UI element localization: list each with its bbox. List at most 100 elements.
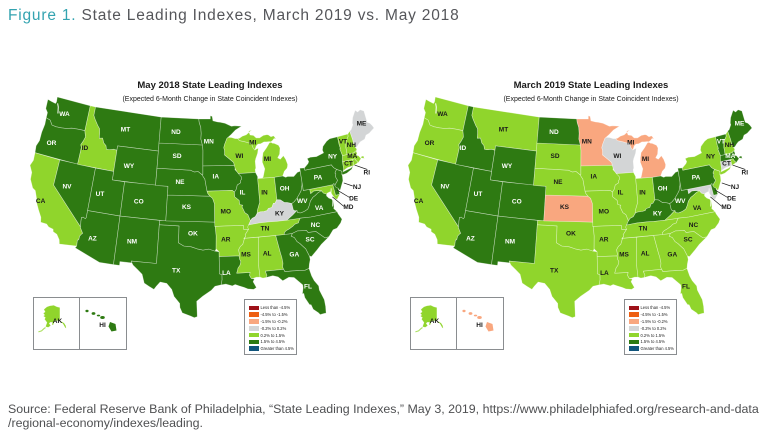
svg-text:DE: DE — [349, 195, 359, 202]
svg-text:VA: VA — [315, 205, 324, 212]
svg-text:LA: LA — [222, 270, 231, 277]
svg-text:WI: WI — [235, 153, 243, 160]
svg-text:OH: OH — [280, 186, 290, 193]
svg-text:MO: MO — [599, 209, 609, 216]
svg-text:VA: VA — [693, 205, 702, 212]
svg-text:MS: MS — [619, 251, 629, 258]
svg-text:IA: IA — [591, 174, 598, 181]
svg-text:MI: MI — [249, 139, 256, 146]
svg-text:RI: RI — [742, 170, 749, 177]
svg-text:ME: ME — [357, 121, 367, 128]
svg-text:NY: NY — [328, 153, 338, 160]
svg-text:AL: AL — [263, 250, 272, 257]
svg-text:MN: MN — [204, 138, 214, 145]
svg-text:OK: OK — [188, 231, 198, 238]
svg-text:NH: NH — [347, 142, 357, 149]
svg-text:TN: TN — [261, 226, 270, 233]
svg-text:KY: KY — [653, 211, 663, 218]
svg-text:AZ: AZ — [88, 235, 97, 242]
svg-text:IL: IL — [240, 190, 246, 197]
svg-text:OH: OH — [658, 186, 668, 193]
svg-text:VT: VT — [339, 139, 347, 146]
svg-text:SC: SC — [683, 237, 692, 244]
svg-text:ND: ND — [171, 129, 181, 136]
svg-text:NJ: NJ — [731, 184, 740, 191]
svg-text:IN: IN — [639, 190, 646, 197]
svg-text:NY: NY — [706, 153, 716, 160]
svg-text:CA: CA — [414, 198, 424, 205]
svg-text:SD: SD — [172, 153, 181, 160]
svg-text:WI: WI — [613, 153, 621, 160]
svg-text:OR: OR — [47, 140, 57, 147]
svg-text:AL: AL — [641, 250, 650, 257]
svg-text:VT: VT — [717, 139, 725, 146]
svg-text:CA: CA — [36, 198, 46, 205]
svg-text:MI: MI — [264, 156, 271, 163]
svg-text:WY: WY — [124, 163, 135, 170]
svg-text:MT: MT — [121, 127, 130, 134]
svg-text:HI: HI — [99, 322, 106, 329]
svg-text:KS: KS — [182, 204, 192, 211]
svg-text:RI: RI — [364, 170, 371, 177]
svg-text:CT: CT — [722, 161, 731, 168]
svg-text:MI: MI — [627, 139, 634, 146]
svg-text:NV: NV — [440, 184, 450, 191]
svg-text:AR: AR — [599, 236, 609, 243]
svg-text:NC: NC — [311, 222, 321, 229]
svg-text:CO: CO — [512, 199, 522, 206]
svg-text:WV: WV — [675, 198, 686, 205]
svg-text:WA: WA — [437, 111, 448, 118]
svg-text:ID: ID — [82, 145, 89, 152]
svg-text:OK: OK — [566, 231, 576, 238]
svg-text:MD: MD — [343, 204, 353, 211]
svg-text:FL: FL — [304, 284, 312, 291]
svg-text:NV: NV — [62, 184, 72, 191]
svg-text:SC: SC — [305, 237, 314, 244]
svg-text:TN: TN — [639, 226, 648, 233]
svg-text:NM: NM — [127, 238, 137, 245]
svg-text:MA: MA — [725, 153, 735, 160]
svg-text:PA: PA — [692, 175, 701, 182]
svg-text:HI: HI — [476, 322, 483, 329]
svg-text:DE: DE — [727, 195, 737, 202]
svg-text:IA: IA — [213, 174, 220, 181]
svg-text:LA: LA — [600, 270, 609, 277]
svg-text:AK: AK — [430, 318, 440, 325]
svg-text:GA: GA — [289, 251, 299, 258]
svg-text:MD: MD — [721, 204, 731, 211]
svg-text:MA: MA — [347, 153, 357, 160]
svg-text:ND: ND — [549, 129, 559, 136]
svg-text:ME: ME — [735, 121, 745, 128]
svg-text:WY: WY — [502, 163, 513, 170]
svg-text:NH: NH — [725, 142, 735, 149]
svg-text:AK: AK — [53, 318, 63, 325]
svg-text:SD: SD — [550, 153, 559, 160]
svg-text:NE: NE — [553, 179, 563, 186]
svg-text:IL: IL — [618, 190, 624, 197]
svg-text:CT: CT — [344, 161, 353, 168]
svg-text:FL: FL — [682, 284, 690, 291]
svg-text:TX: TX — [550, 268, 559, 275]
svg-text:GA: GA — [667, 251, 677, 258]
svg-text:KS: KS — [560, 204, 570, 211]
svg-text:OR: OR — [425, 140, 435, 147]
svg-text:ID: ID — [460, 145, 467, 152]
svg-text:NJ: NJ — [353, 184, 362, 191]
svg-text:NE: NE — [175, 179, 185, 186]
svg-text:TX: TX — [172, 268, 181, 275]
svg-text:MO: MO — [221, 209, 231, 216]
svg-text:CO: CO — [134, 199, 144, 206]
svg-text:UT: UT — [96, 191, 105, 198]
svg-text:MI: MI — [642, 156, 649, 163]
svg-text:MS: MS — [241, 251, 251, 258]
svg-text:KY: KY — [275, 211, 285, 218]
svg-text:WA: WA — [59, 111, 70, 118]
svg-text:AZ: AZ — [466, 235, 475, 242]
svg-text:MN: MN — [582, 138, 592, 145]
svg-text:NM: NM — [505, 238, 515, 245]
svg-text:AR: AR — [221, 236, 231, 243]
svg-text:NC: NC — [689, 222, 699, 229]
svg-text:MT: MT — [499, 127, 508, 134]
svg-text:PA: PA — [314, 175, 323, 182]
svg-text:WV: WV — [297, 198, 308, 205]
